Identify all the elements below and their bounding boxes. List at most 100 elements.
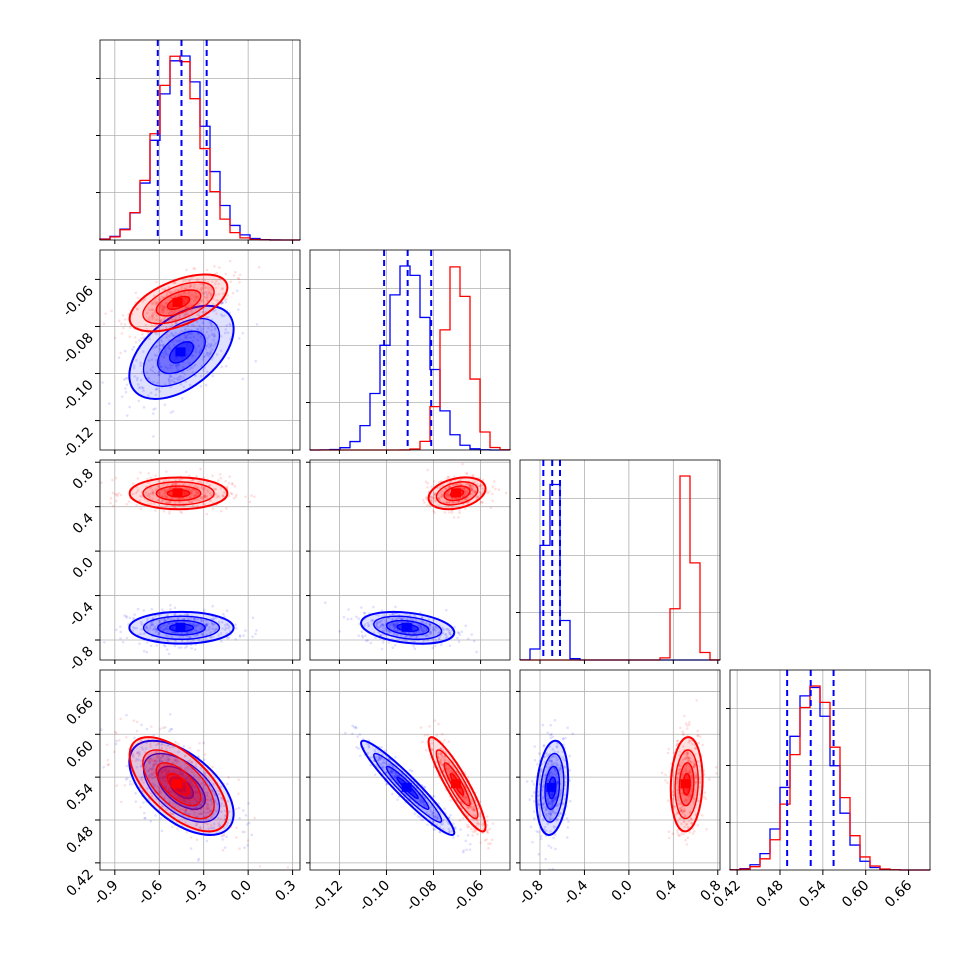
sample-point (171, 790, 175, 793)
sample-point (466, 775, 470, 779)
sample-point (146, 770, 149, 773)
sample-point (178, 769, 181, 772)
sample-point (542, 802, 546, 805)
sample-point (714, 765, 718, 769)
sample-point (177, 501, 181, 505)
sample-point (231, 483, 234, 486)
sample-point (150, 623, 154, 627)
sample-point (469, 487, 473, 491)
sample-point (199, 783, 203, 786)
sample-point (459, 478, 463, 482)
sample-point (471, 487, 474, 491)
sample-point (131, 629, 134, 633)
sample-point (476, 822, 479, 825)
panel-frame (309, 459, 511, 661)
sample-point (188, 746, 192, 750)
sample-point (532, 782, 536, 786)
sample-point (683, 814, 687, 817)
sample-point (466, 825, 469, 829)
sample-point (149, 492, 153, 495)
sample-point (154, 474, 158, 478)
sample-point (196, 800, 199, 803)
sample-point (125, 636, 129, 640)
sample-point (151, 498, 154, 501)
sample-point (676, 798, 679, 801)
sample-point (447, 500, 451, 504)
sample-point (681, 733, 685, 736)
sample-point (449, 799, 452, 802)
sample-point (203, 783, 207, 787)
sample-point (205, 370, 209, 374)
sample-point (237, 276, 240, 280)
sample-point (211, 801, 214, 804)
sample-point (217, 807, 221, 810)
sample-point (176, 617, 179, 620)
sample-point (168, 487, 172, 491)
sample-point (210, 288, 213, 292)
sample-point (205, 481, 209, 484)
sample-point (184, 312, 188, 315)
sample-point (442, 759, 446, 763)
sample-point (217, 479, 220, 482)
sample-point (151, 758, 154, 761)
sample-point (430, 810, 433, 814)
sample-point (118, 625, 122, 628)
sample-point (143, 811, 146, 815)
sample-point (393, 766, 397, 770)
sample-point (542, 743, 546, 747)
sample-point (397, 616, 401, 620)
sample-point (173, 631, 177, 634)
sample-point (166, 622, 170, 625)
sample-point (146, 787, 149, 790)
sample-point (188, 795, 191, 799)
density-peak-blue (175, 622, 186, 632)
sample-point (471, 488, 474, 492)
sample-point (242, 634, 245, 637)
sample-point (215, 271, 219, 275)
sample-point (170, 310, 174, 314)
sample-point (394, 771, 398, 775)
sample-point (134, 792, 137, 795)
sample-point (188, 777, 192, 781)
sample-point (194, 629, 198, 632)
sample-point (137, 399, 141, 403)
sample-point (183, 767, 187, 770)
sample-point (189, 616, 193, 620)
sample-point (445, 492, 448, 496)
sample-point (140, 789, 144, 793)
sample-point (193, 363, 197, 367)
sample-point (141, 333, 144, 336)
sample-point (478, 812, 482, 816)
sample-point (219, 487, 223, 490)
sample-point (151, 617, 155, 620)
sample-point (206, 336, 209, 340)
sample-point (676, 780, 679, 784)
sample-point (561, 756, 564, 759)
sample-point (203, 801, 206, 804)
sample-point (150, 623, 153, 626)
sample-point (160, 500, 164, 503)
sample-point (234, 638, 238, 641)
sample-point (106, 763, 110, 767)
sample-point (152, 765, 155, 769)
sample-point (438, 636, 441, 640)
sample-point (169, 603, 172, 607)
sample-point (195, 633, 199, 637)
sample-point (207, 628, 210, 631)
panel-frame (729, 669, 931, 871)
sample-point (225, 324, 229, 327)
sample-point (107, 763, 110, 766)
panel-contents (323, 462, 508, 654)
sample-point (688, 831, 692, 834)
sample-point (554, 756, 558, 759)
sample-point (195, 791, 199, 795)
sample-point (189, 366, 193, 369)
sample-point (179, 772, 182, 776)
sample-point (546, 779, 550, 782)
sample-point (346, 617, 350, 621)
sample-point (425, 811, 428, 815)
sample-point (128, 335, 132, 339)
sample-point (426, 485, 429, 489)
sample-point (379, 762, 383, 766)
sample-point (164, 305, 167, 309)
